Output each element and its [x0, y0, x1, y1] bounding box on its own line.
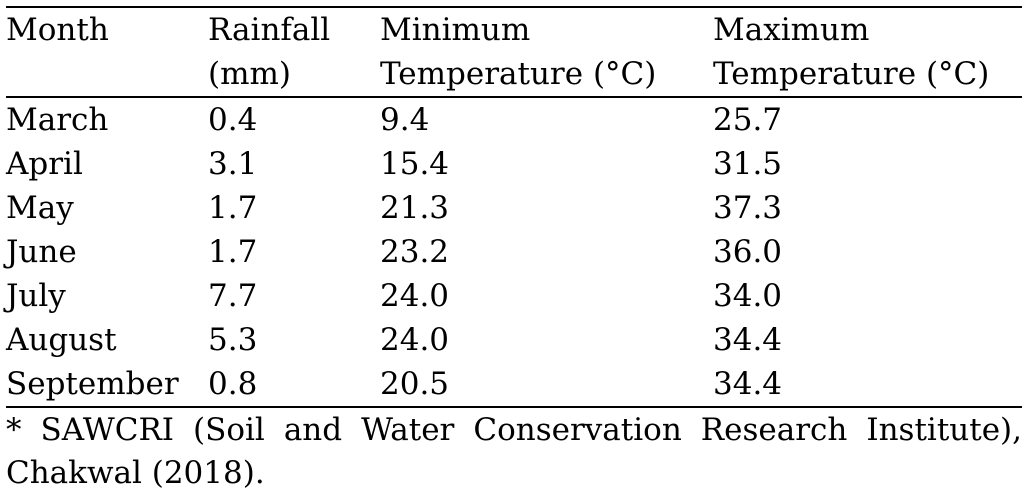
- cell-max-temp: 34.4: [713, 366, 783, 402]
- table-row: July 7.7 24.0 34.0: [6, 274, 1022, 318]
- source-footnote: * SAWCRI (Soil and Water Conservation Re…: [6, 412, 1022, 491]
- climate-table: Month Rainfall (mm) Minimum Temperature …: [6, 6, 1022, 408]
- cell-rainfall: 3.1: [208, 146, 258, 182]
- cell-max-temp: 25.7: [713, 102, 783, 138]
- header-max-temp: Maximum Temperature (°C): [713, 7, 1022, 97]
- header-max-temp-line-2: Temperature (°C): [713, 56, 990, 92]
- cell-month: March: [6, 102, 109, 138]
- header-rainfall-line-2: (mm): [208, 56, 291, 92]
- table-row: March 0.4 9.4 25.7: [6, 97, 1022, 142]
- table-row: August 5.3 24.0 34.4: [6, 318, 1022, 362]
- header-min-temp: Minimum Temperature (°C): [380, 7, 713, 97]
- cell-month: August: [6, 322, 117, 358]
- cell-rainfall: 1.7: [208, 190, 258, 226]
- cell-min-temp: 21.3: [380, 190, 450, 226]
- cell-rainfall: 7.7: [208, 278, 258, 314]
- header-rainfall-line-1: Rainfall: [208, 12, 331, 48]
- cell-min-temp: 23.2: [380, 234, 450, 270]
- cell-max-temp: 37.3: [713, 190, 783, 226]
- table-row: June 1.7 23.2 36.0: [6, 230, 1022, 274]
- cell-max-temp: 36.0: [713, 234, 783, 270]
- header-month-line-1: Month: [6, 12, 109, 48]
- header-min-temp-line-2: Temperature (°C): [380, 56, 657, 92]
- cell-month: June: [6, 234, 77, 270]
- table-row: May 1.7 21.3 37.3: [6, 186, 1022, 230]
- cell-min-temp: 9.4: [380, 102, 430, 138]
- header-row: Month Rainfall (mm) Minimum Temperature …: [6, 7, 1022, 97]
- cell-rainfall: 0.8: [208, 366, 258, 402]
- cell-min-temp: 24.0: [380, 278, 450, 314]
- cell-rainfall: 0.4: [208, 102, 258, 138]
- cell-month: July: [6, 278, 66, 314]
- cell-month: May: [6, 190, 74, 226]
- table-row: April 3.1 15.4 31.5: [6, 142, 1022, 186]
- header-min-temp-line-1: Minimum: [380, 12, 531, 48]
- cell-min-temp: 15.4: [380, 146, 450, 182]
- cell-rainfall: 1.7: [208, 234, 258, 270]
- table-body: March 0.4 9.4 25.7 April 3.1 15.4 31.5 M…: [6, 97, 1022, 407]
- header-month: Month: [6, 7, 208, 97]
- table-header: Month Rainfall (mm) Minimum Temperature …: [6, 7, 1022, 97]
- header-max-temp-line-1: Maximum: [713, 12, 870, 48]
- cell-max-temp: 34.0: [713, 278, 783, 314]
- cell-min-temp: 20.5: [380, 366, 450, 402]
- cell-month: September: [6, 366, 179, 402]
- table-row: September 0.8 20.5 34.4: [6, 362, 1022, 407]
- cell-month: April: [6, 146, 83, 182]
- cell-max-temp: 34.4: [713, 322, 783, 358]
- header-rainfall: Rainfall (mm): [208, 7, 380, 97]
- cell-max-temp: 31.5: [713, 146, 783, 182]
- cell-rainfall: 5.3: [208, 322, 258, 358]
- cell-min-temp: 24.0: [380, 322, 450, 358]
